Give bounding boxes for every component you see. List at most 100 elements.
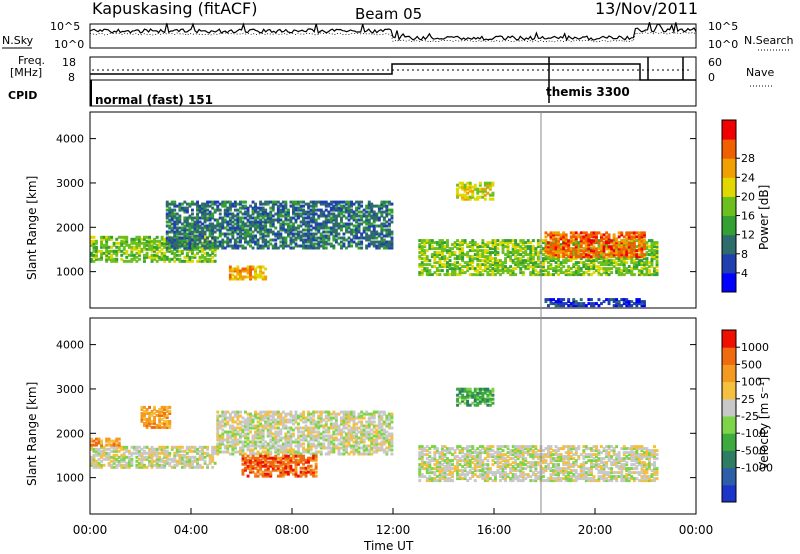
- velocity-scatter-cell: [236, 426, 240, 430]
- velocity-scatter-cell: [334, 420, 338, 424]
- power-scatter-cell: [196, 212, 199, 216]
- power-scatter-cell: [595, 231, 598, 235]
- power-scatter-cell: [284, 216, 288, 220]
- power-scatter-cell: [150, 253, 154, 257]
- power-scatter-cell: [289, 220, 293, 224]
- velocity-scatter-cell: [95, 449, 98, 453]
- power-scatter-cell: [622, 251, 626, 255]
- power-scatter-cell: [557, 298, 560, 302]
- power-scatter-cell: [547, 233, 550, 237]
- velocity-scatter-cell: [355, 434, 358, 438]
- velocity-scatter-cell: [165, 457, 169, 461]
- power-scatter-cell: [630, 271, 634, 275]
- power-scatter-cell: [564, 249, 568, 253]
- velocity-scatter-cell: [274, 430, 278, 434]
- velocity-scatter-cell: [153, 417, 156, 421]
- power-scatter-cell: [456, 189, 459, 193]
- power-scatter-cell: [256, 214, 260, 218]
- power-scatter-cell: [650, 261, 654, 265]
- power-scatter-cell: [627, 300, 631, 304]
- power-scatter-cell: [203, 259, 207, 263]
- velocity-scatter-cell: [102, 457, 106, 461]
- power-scatter-cell: [163, 251, 167, 255]
- power-scatter-cell: [554, 233, 558, 237]
- power-scatter-cell: [443, 265, 447, 269]
- power-scatter-cell: [289, 236, 293, 240]
- power-scatter-cell: [622, 298, 626, 302]
- power-scatter-cell: [183, 210, 187, 214]
- velocity-scatter-cell: [352, 440, 356, 444]
- power-scatter-cell: [653, 257, 656, 261]
- power-scatter-cell: [468, 263, 472, 267]
- power-scatter-cell: [488, 187, 492, 191]
- power-scatter-cell: [251, 210, 255, 214]
- power-scatter-cell: [385, 214, 389, 218]
- power-scatter-cell: [372, 204, 376, 208]
- velocity-scatter-cell: [127, 457, 131, 461]
- power-scatter-cell: [547, 241, 550, 245]
- power-scatter-cell: [168, 220, 172, 224]
- velocity-scatter-cell: [324, 414, 328, 418]
- power-scatter-cell: [630, 273, 634, 277]
- power-scatter-cell: [418, 265, 422, 269]
- power-scatter-cell: [251, 234, 255, 238]
- velocity-scatter-cell: [289, 442, 293, 446]
- power-scatter-cell: [183, 240, 187, 244]
- power-scatter-cell: [130, 237, 134, 241]
- velocity-scatter-cell: [251, 442, 255, 446]
- power-scatter-cell: [223, 220, 227, 224]
- velocity-scatter-cell: [140, 407, 144, 411]
- power-scatter-cell: [637, 298, 641, 302]
- power-scatter-cell: [579, 239, 583, 243]
- power-scatter-cell: [175, 238, 179, 242]
- power-scatter-cell: [312, 242, 316, 246]
- power-scatter-cell: [620, 243, 624, 247]
- power-scatter-cell: [607, 267, 611, 271]
- velocity-scatter-cell: [180, 465, 184, 469]
- power-scatter-cell: [244, 246, 247, 250]
- power-scatter-cell: [228, 269, 232, 273]
- velocity-scatter-cell: [332, 448, 336, 452]
- power-scatter-cell: [579, 237, 583, 241]
- power-scatter-cell: [145, 239, 149, 243]
- power-scatter-cell: [334, 230, 338, 234]
- velocity-scatter-cell: [244, 444, 247, 448]
- power-scatter-cell: [491, 257, 495, 261]
- power-scatter-cell: [196, 208, 199, 212]
- power-scatter-cell: [552, 231, 555, 235]
- velocity-scatter-cell: [337, 424, 341, 428]
- power-scatter-cell: [370, 234, 374, 238]
- power-scatter-cell: [488, 193, 492, 197]
- power-scatter-cell: [309, 232, 313, 236]
- power-scatter-cell: [251, 216, 255, 220]
- power-scatter-cell: [289, 238, 293, 242]
- power-scatter-cell: [160, 241, 164, 245]
- power-scatter-cell: [441, 241, 444, 245]
- power-scatter-cell: [203, 238, 207, 242]
- velocity-scatter-cell: [233, 412, 237, 416]
- power-scatter-cell: [653, 241, 656, 245]
- velocity-scatter-cell: [158, 413, 162, 417]
- power-scatter-cell: [173, 230, 177, 234]
- velocity-scatter-cell: [259, 428, 263, 432]
- power-scatter-cell: [615, 237, 619, 241]
- velocity-scatter-cell: [342, 422, 346, 426]
- velocity-scatter-cell: [329, 450, 333, 454]
- power-scatter-cell: [287, 222, 290, 226]
- power-scatter-cell: [345, 222, 348, 226]
- power-scatter-cell: [483, 189, 487, 193]
- power-scatter-cell: [607, 302, 611, 306]
- velocity-scatter-cell: [284, 414, 288, 418]
- velocity-scatter-cell: [274, 442, 278, 446]
- power-scatter-cell: [375, 224, 379, 228]
- velocity-scatter-cell: [271, 432, 275, 436]
- velocity-scatter-cell: [322, 438, 326, 442]
- power-scatter-cell: [231, 273, 235, 277]
- power-scatter-cell: [625, 247, 629, 251]
- power-scatter-cell: [574, 257, 578, 261]
- power-scatter-cell: [463, 271, 467, 275]
- velocity-scatter-cell: [150, 421, 154, 425]
- power-scatter-cell: [461, 197, 465, 201]
- power-scatter-cell: [284, 242, 288, 246]
- velocity-scatter-cell: [160, 449, 164, 453]
